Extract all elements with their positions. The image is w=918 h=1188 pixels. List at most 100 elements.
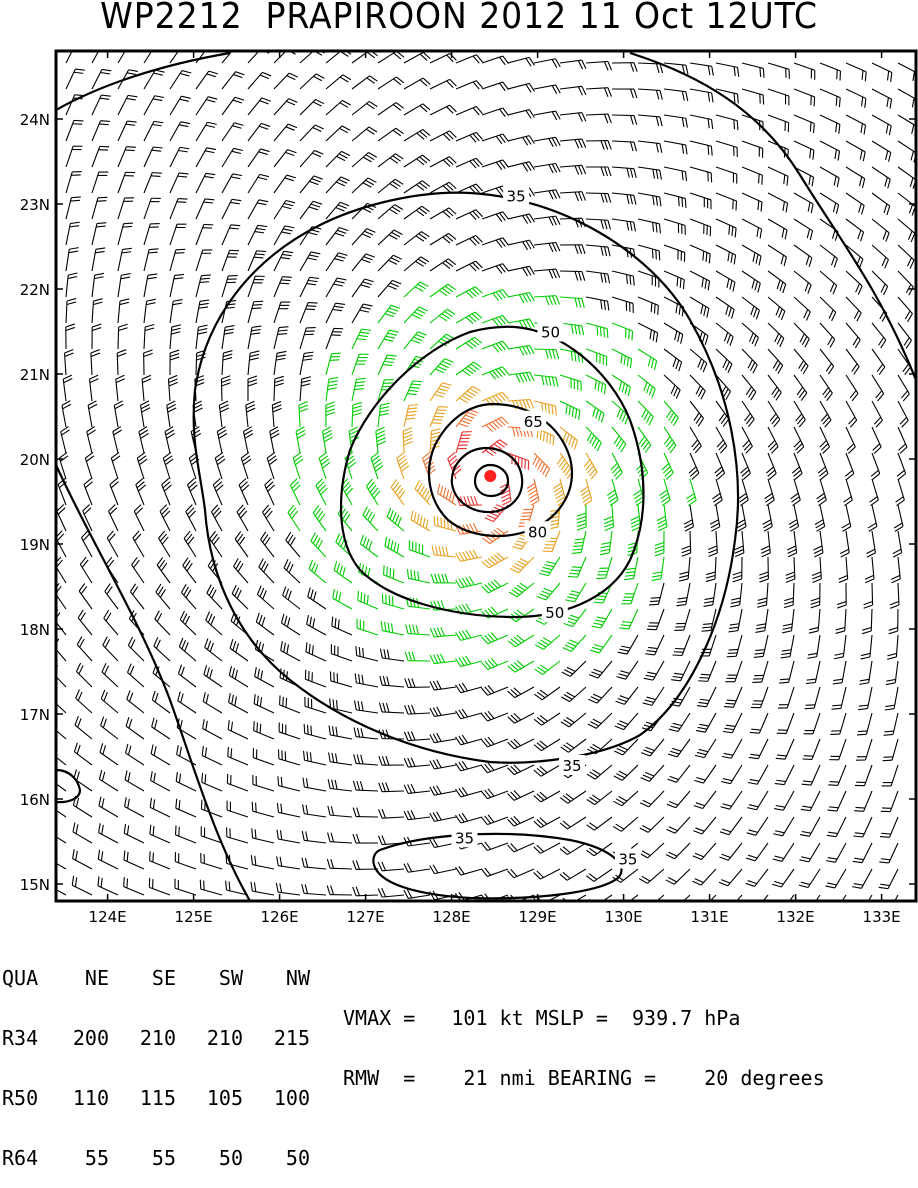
wind-barb	[534, 765, 560, 776]
wind-barb	[716, 349, 732, 373]
wind-barb	[404, 206, 430, 219]
wind-barb	[111, 452, 120, 479]
wind-barb	[776, 739, 794, 759]
wind-barb	[196, 224, 213, 245]
wind-barb	[508, 739, 534, 749]
wind-barb	[887, 635, 898, 659]
wind-barb	[61, 427, 70, 453]
wind-barb	[879, 869, 898, 889]
wind-barb	[612, 271, 634, 286]
wind-barb	[533, 453, 550, 477]
wind-barb	[481, 711, 508, 721]
wind-barb	[508, 816, 534, 826]
wind-barb	[690, 141, 712, 156]
wind-barb	[278, 776, 300, 791]
wind-barb	[706, 557, 716, 582]
wind-barb	[640, 791, 664, 807]
wind-barb	[144, 96, 164, 115]
wind-barb	[248, 376, 257, 401]
wind-barb	[842, 505, 851, 531]
wind-barb	[248, 200, 268, 219]
wind-barb	[508, 293, 534, 303]
wind-barb	[144, 299, 156, 323]
wind-barb	[684, 505, 694, 531]
wind-barb	[482, 160, 509, 170]
wind-barb	[820, 89, 840, 107]
wind-barb	[128, 664, 144, 687]
wind-barb	[694, 765, 716, 783]
wind-barb	[88, 401, 97, 427]
wind-barb	[607, 479, 618, 506]
wind-barb	[846, 245, 863, 268]
wind-barb	[102, 663, 118, 687]
x-tick-label: 129E	[519, 908, 557, 926]
wind-barb	[768, 115, 789, 132]
wind-barb	[586, 61, 612, 70]
wind-barb	[768, 375, 781, 400]
wind-barb	[864, 583, 873, 608]
wind-barb	[274, 327, 288, 349]
wind-barb	[481, 868, 508, 877]
wind-barb	[456, 81, 483, 90]
wind-barb	[387, 508, 404, 531]
wind-barb	[820, 297, 836, 321]
wind-barb	[196, 275, 211, 297]
wind-barb	[664, 115, 687, 128]
wind-barb	[671, 661, 690, 681]
wind-barb	[228, 747, 248, 765]
wind-barb	[893, 531, 902, 557]
wind-barb	[180, 611, 196, 635]
wind-barb	[638, 63, 663, 73]
wind-barb	[144, 350, 153, 375]
wind-barb	[482, 264, 509, 274]
contour-label: 50	[541, 324, 560, 342]
wind-barb	[352, 101, 377, 115]
wind-barb	[151, 771, 170, 791]
wind-barb	[716, 323, 733, 346]
wind-barb	[481, 789, 508, 799]
wind-barb	[304, 751, 326, 765]
wind-contour	[194, 193, 738, 763]
wind-barb	[853, 843, 872, 863]
wind-barb	[535, 635, 560, 649]
wind-barb	[379, 783, 404, 792]
wind-barb	[856, 739, 872, 760]
wind-barb	[378, 862, 404, 871]
wind-barb	[898, 427, 907, 453]
wind-barb	[508, 110, 534, 119]
wind-barb	[565, 583, 586, 602]
wind-barb	[690, 427, 701, 453]
wind-barb	[830, 713, 846, 734]
wind-barb	[66, 120, 83, 141]
wind-barb	[719, 869, 742, 886]
wind-barb	[794, 401, 805, 427]
wind-barb	[482, 108, 509, 117]
wind-barb	[586, 271, 610, 283]
wind-barb	[378, 888, 404, 897]
wind-barb	[612, 115, 637, 125]
wind-barb	[612, 63, 637, 72]
wind-barb	[710, 505, 720, 531]
wind-barb	[789, 505, 799, 531]
wind-barb	[872, 427, 881, 453]
wind-barb	[537, 583, 560, 600]
wind-barb	[430, 54, 456, 63]
wind-barb	[612, 297, 633, 313]
wind-barb	[560, 427, 577, 449]
wind-barb	[765, 479, 775, 506]
wind-barb	[612, 89, 637, 98]
wind-barb	[306, 642, 326, 661]
wind-barb	[561, 739, 586, 752]
table-cell: 215	[243, 1028, 310, 1048]
wind-barb	[664, 375, 680, 399]
wind-barb	[695, 739, 716, 758]
wind-barb	[248, 326, 261, 349]
wind-barb	[664, 167, 687, 181]
wind-barb	[613, 791, 638, 806]
wind-barb	[846, 349, 859, 374]
wind-barb	[590, 635, 612, 653]
wind-barb	[222, 174, 242, 193]
wind-barb	[884, 713, 898, 735]
wind-barb	[508, 83, 534, 92]
